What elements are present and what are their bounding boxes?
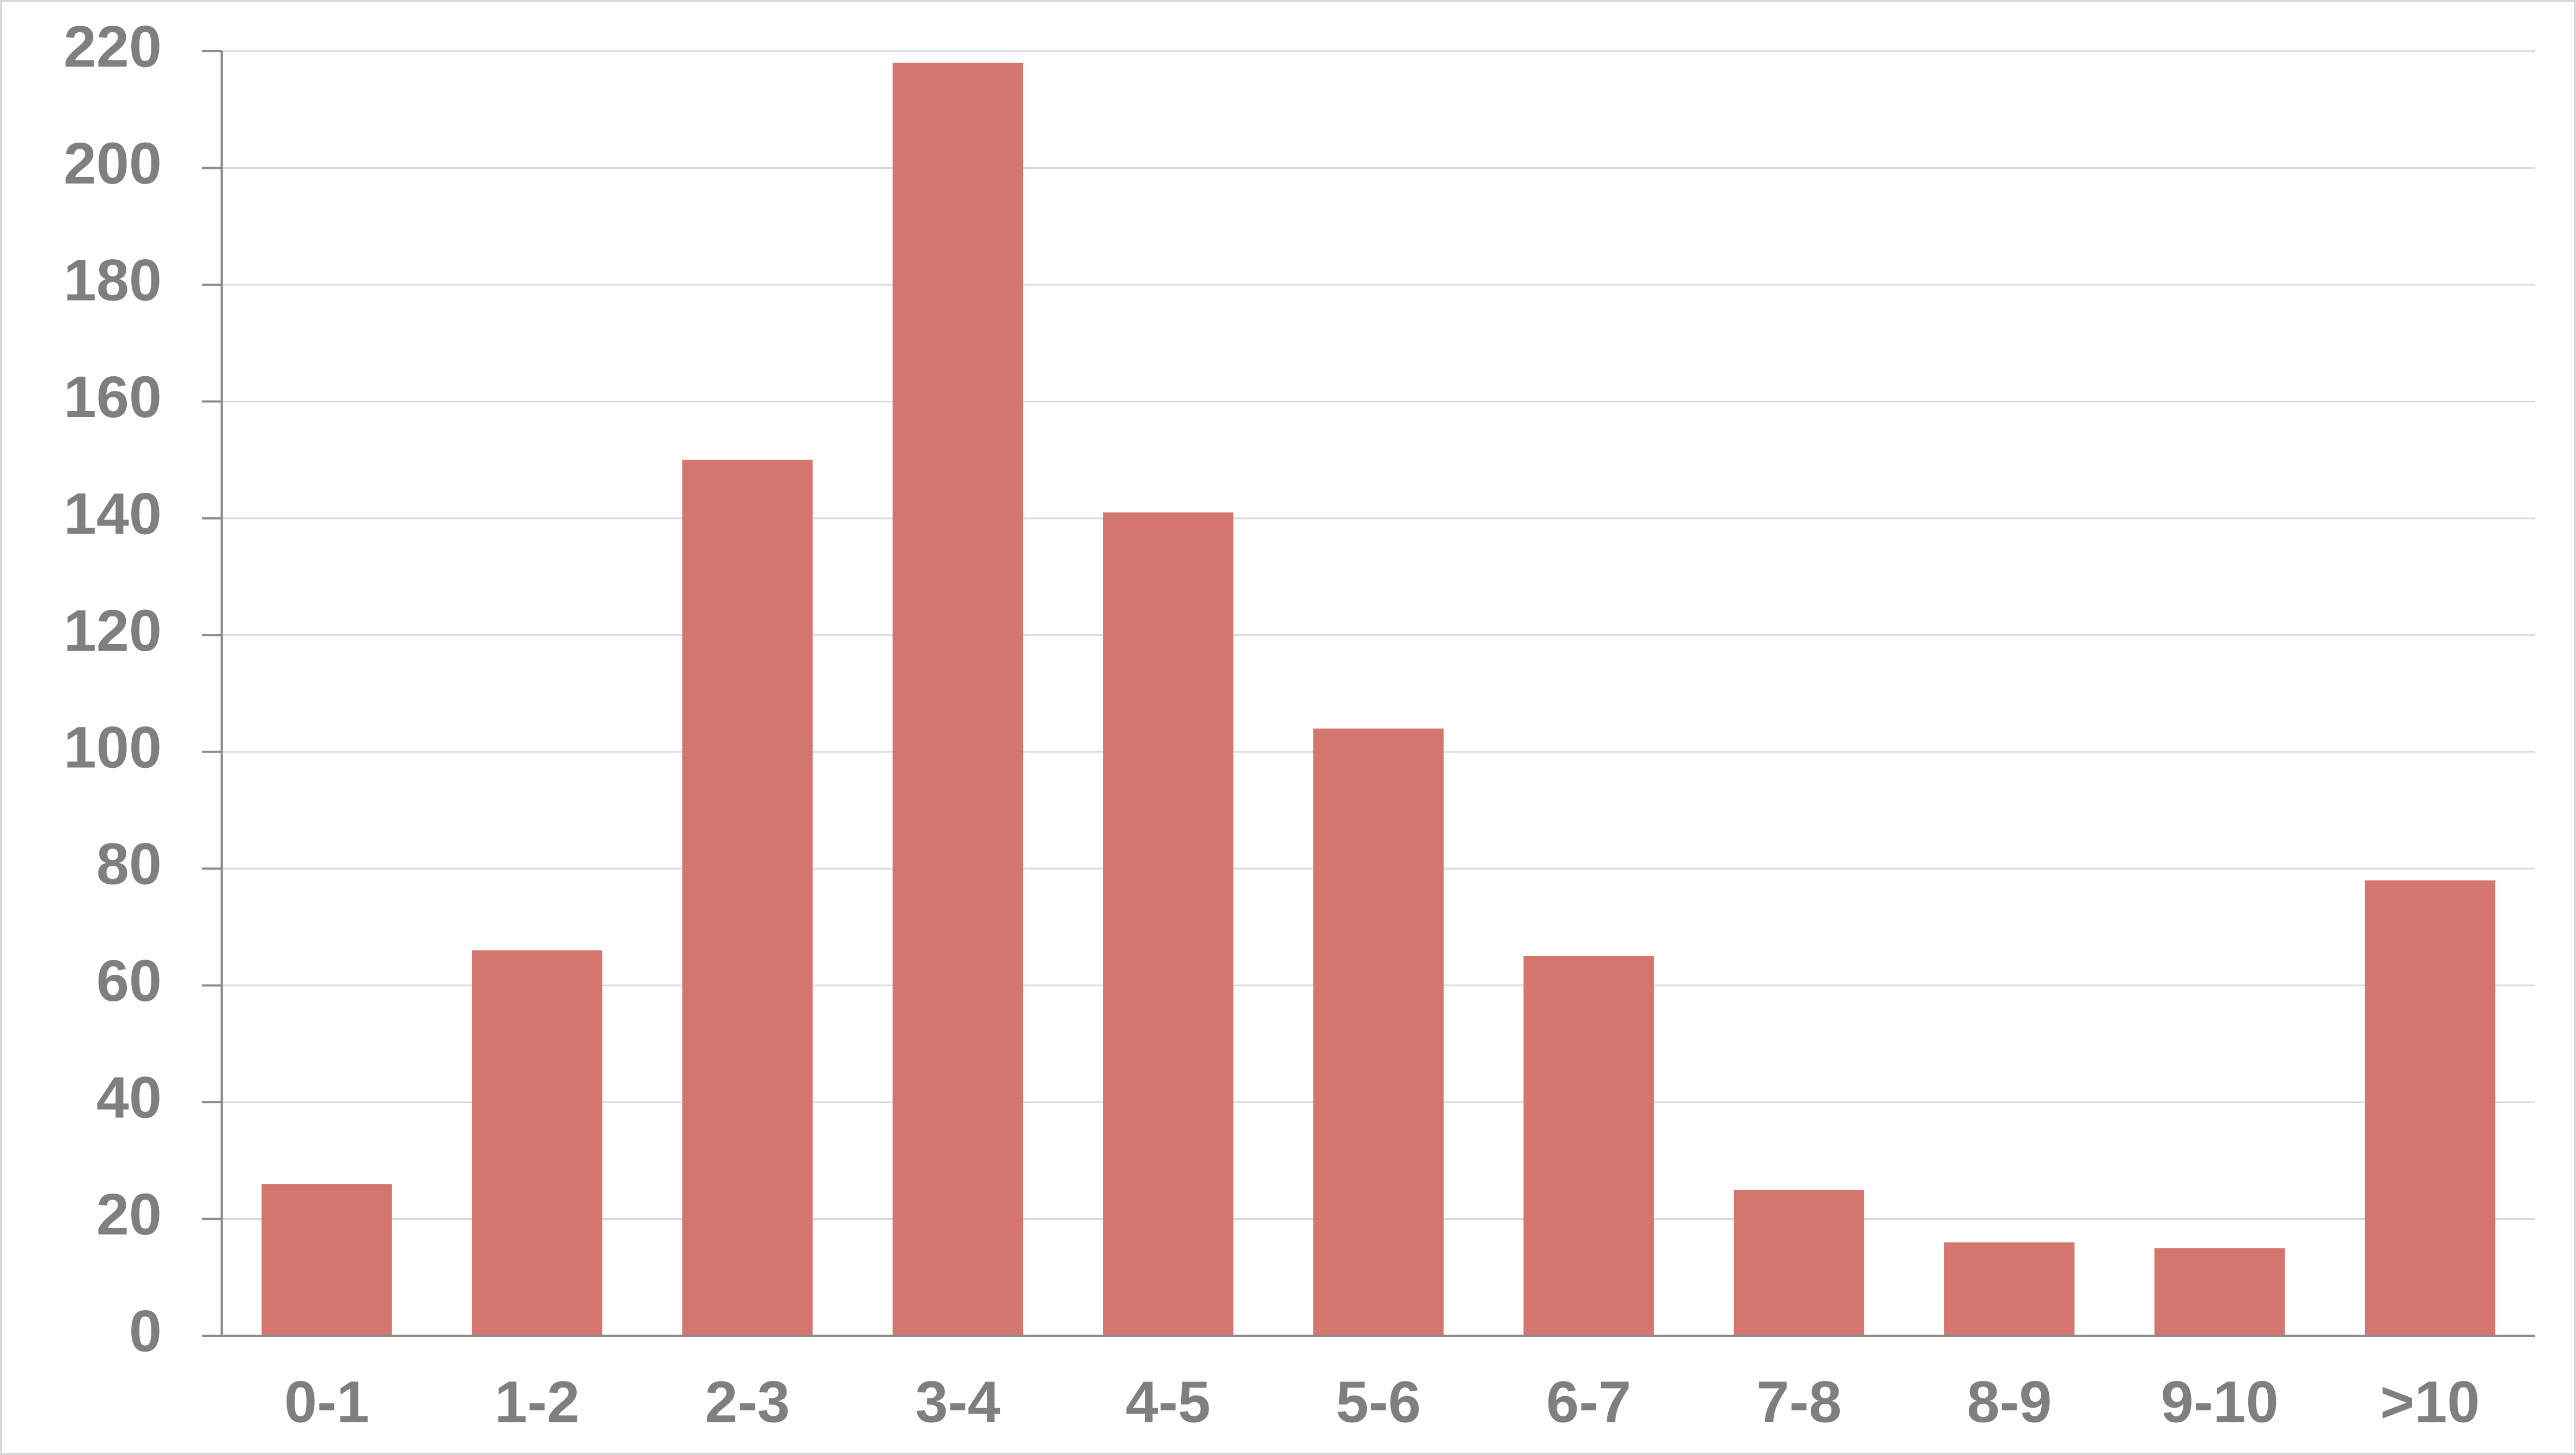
x-tick-label: 6-7 xyxy=(1546,1369,1631,1435)
y-tick-label: 200 xyxy=(64,130,162,196)
y-tick-label: 120 xyxy=(64,597,162,663)
y-tick-label: 100 xyxy=(64,714,162,780)
y-tick-label: 0 xyxy=(129,1298,162,1364)
x-tick-label: 9-10 xyxy=(2161,1369,2279,1435)
x-tick-label: 4-5 xyxy=(1126,1369,1211,1435)
x-tick-label: 7-8 xyxy=(1756,1369,1841,1435)
y-tick-label: 60 xyxy=(96,947,162,1013)
bar xyxy=(1733,1189,1865,1336)
x-tick-label: 0-1 xyxy=(284,1369,369,1435)
x-tick-label: 5-6 xyxy=(1336,1369,1421,1435)
y-tick-label: 160 xyxy=(64,364,162,430)
bar xyxy=(2154,1248,2285,1336)
bar xyxy=(892,63,1023,1336)
y-tick-label: 140 xyxy=(64,480,162,546)
bar xyxy=(1944,1242,2075,1336)
bar xyxy=(1103,512,1234,1336)
bar xyxy=(1313,728,1444,1336)
bar xyxy=(682,460,813,1336)
x-tick-label: 1-2 xyxy=(495,1369,579,1435)
y-tick-label: 40 xyxy=(96,1065,162,1130)
x-tick-label: 2-3 xyxy=(705,1369,790,1435)
y-tick-label: 180 xyxy=(64,247,162,313)
y-tick-label: 80 xyxy=(96,831,162,897)
y-tick-label: 220 xyxy=(64,14,162,80)
bar xyxy=(261,1184,392,1336)
y-tick-label: 20 xyxy=(96,1181,162,1247)
bar xyxy=(1523,956,1654,1336)
x-tick-label: >10 xyxy=(2380,1369,2480,1435)
x-tick-label: 8-9 xyxy=(1967,1369,2052,1435)
bar xyxy=(2365,880,2495,1336)
x-tick-label: 3-4 xyxy=(915,1369,1000,1435)
bar xyxy=(472,950,602,1336)
